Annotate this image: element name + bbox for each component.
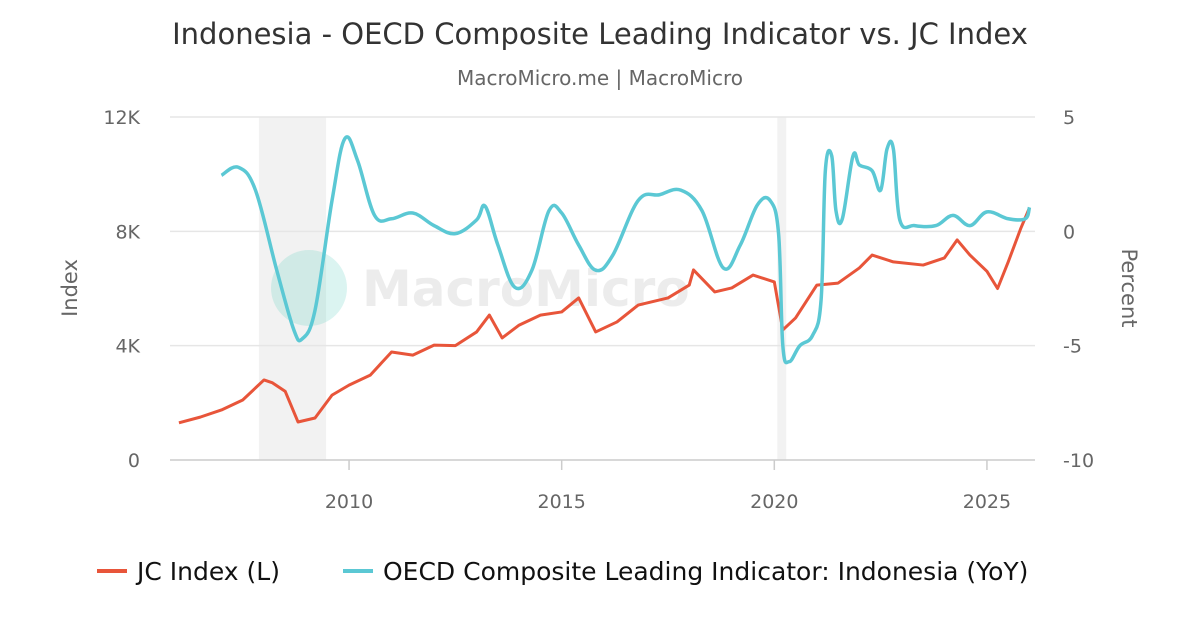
- y-left-tick-label: 8K: [115, 221, 140, 243]
- legend-label-jc: JC Index (L): [135, 557, 280, 586]
- cli-line: [220, 135, 1032, 365]
- y-right-label: Percent: [1117, 248, 1141, 327]
- legend-label-cli: OECD Composite Leading Indicator: Indone…: [383, 557, 1028, 586]
- recession-band: [258, 117, 327, 460]
- legend-item-jc-index[interactable]: JC Index (L): [97, 557, 280, 586]
- jc-index-line: [178, 207, 1031, 425]
- watermark-text: MacroMicro: [362, 260, 690, 318]
- watermark-logo-icon: [271, 250, 347, 326]
- x-tick-label: 2020: [750, 491, 798, 513]
- y-right-tick-label: 5: [1063, 107, 1075, 129]
- x-tick-label: 2010: [325, 491, 373, 513]
- y-right-tick-label: -5: [1063, 336, 1082, 358]
- y-left-tick-label: 12K: [103, 107, 140, 129]
- y-right-tick-label: 0: [1063, 221, 1075, 243]
- series-group: [178, 135, 1032, 425]
- y-left-tick-label: 4K: [115, 336, 140, 358]
- axes: 0 -10 4K -5 8K 0 12K 5 2010 2015 2020 2025: [103, 107, 1094, 513]
- chart-title: Indonesia - OECD Composite Leading Indic…: [172, 17, 1028, 51]
- y-right-tick-label: -10: [1063, 450, 1094, 472]
- x-tick-label: 2025: [963, 491, 1011, 513]
- y-left-label: Index: [58, 259, 82, 317]
- legend: JC Index (L) OECD Composite Leading Indi…: [97, 557, 1028, 586]
- y-left-tick-label: 0: [128, 450, 140, 472]
- legend-item-cli[interactable]: OECD Composite Leading Indicator: Indone…: [343, 557, 1028, 586]
- gridlines: [170, 116, 1035, 461]
- x-tick-label: 2015: [537, 491, 585, 513]
- chart-subtitle: MacroMicro.me | MacroMicro: [457, 66, 743, 90]
